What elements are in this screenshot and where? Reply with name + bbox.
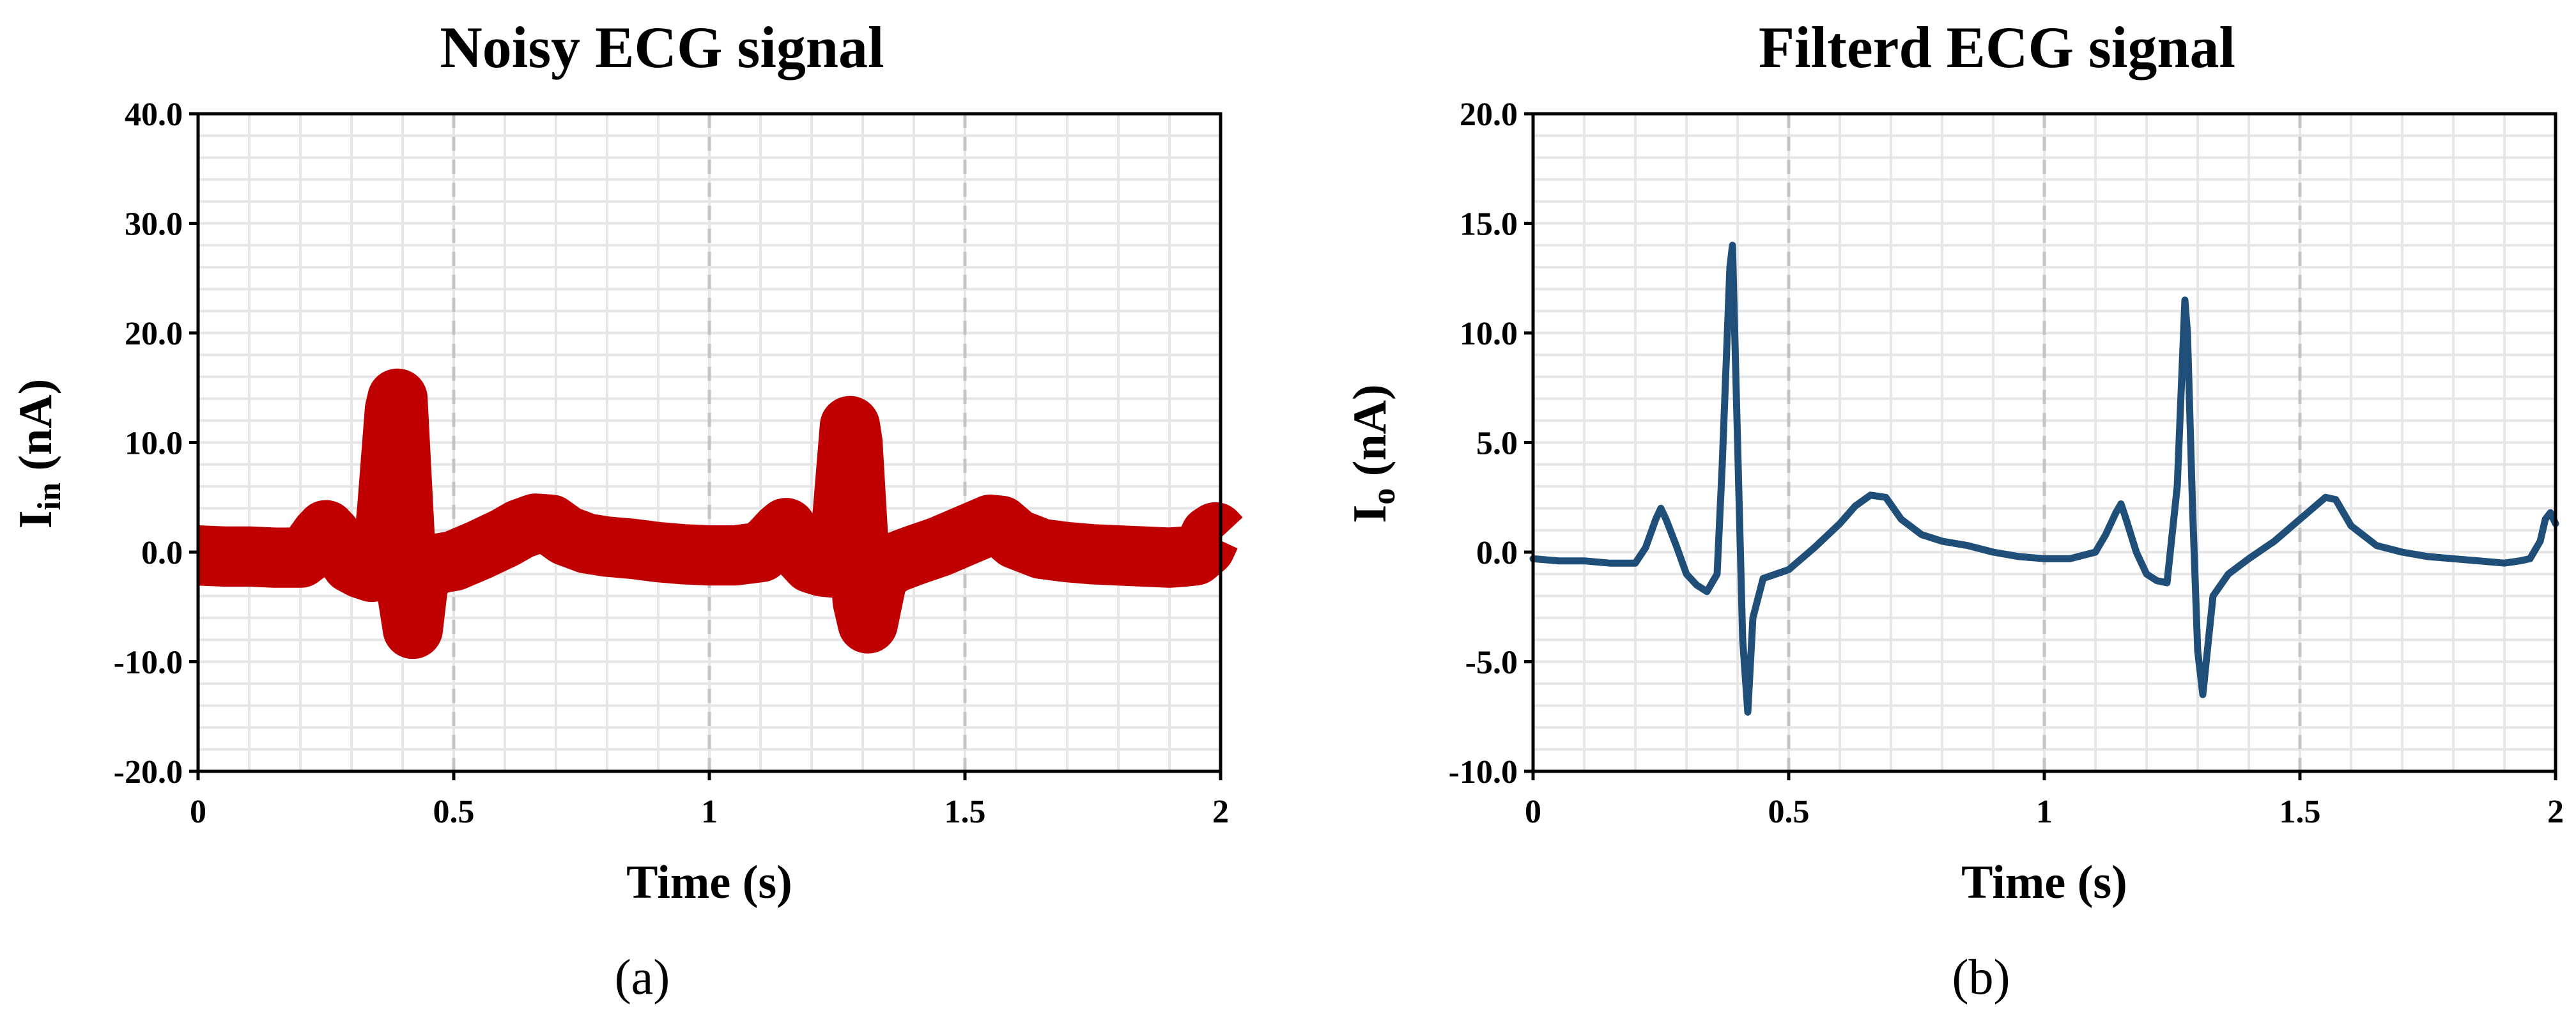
chart-panel-b: Filterd ECG signal -10.0 -5.0 0.0 5.0 10.0 15… [1344,15,2564,1005]
y-tick-label: -5.0 [1465,645,1518,681]
y-tick-label: 10.0 [125,426,183,462]
y-tick-label: -20.0 [114,754,183,790]
y-tick-label: 30.0 [125,206,183,243]
y-tick-label: 40.0 [125,96,183,133]
chart-panel-a: Noisy ECG signal -20.0 -10.0 0.0 10.0 20.0 30… [10,15,1246,1005]
y-tick-label: -10.0 [1449,754,1518,790]
x-tick-label: 1 [701,794,718,830]
y-tick-label: 0.0 [141,535,183,571]
y-axis-label-b: Io (nA) [1344,384,1402,523]
panel-caption-b: (b) [1952,949,2010,1005]
y-tick-label: 15.0 [1460,206,1518,243]
x-axis-label-a: Time (s) [626,856,792,909]
plot-area-b: -10.0 -5.0 0.0 5.0 10.0 15.0 20.0 0 0.5 1 1.5 2 [1449,96,2564,830]
x-axis-label-b: Time (s) [1961,856,2127,909]
noisy-ecg-series-line [197,395,1223,632]
x-tick-label: 2 [1212,794,1229,830]
x-tick-label: 0 [190,794,206,830]
y-axis-label-subscript-a: in [31,482,68,510]
y-tick-label: -10.0 [114,645,183,681]
x-tick-label: 0.5 [1768,794,1810,830]
y-tick-label: 20.0 [1460,96,1518,133]
chart-title-b: Filterd ECG signal [1759,15,2235,80]
panel-caption-a: (a) [615,949,670,1005]
y-axis-label-a: Iin (nA) [10,379,68,529]
y-tick-label: 0.0 [1476,535,1518,571]
x-tick-label: 0.5 [433,794,475,830]
chart-title-a: Noisy ECG signal [440,15,884,80]
y-tick-label: 20.0 [125,316,183,352]
x-tick-label: 2 [2547,794,2564,830]
y-tick-label: 5.0 [1476,426,1518,462]
x-tick-label: 1 [2036,794,2053,830]
plot-area-a: -20.0 -10.0 0.0 10.0 20.0 30.0 40.0 0 0.5 1 1.5 2 [114,96,1246,830]
x-tick-label: 0 [1525,794,1541,830]
x-tick-label: 1.5 [945,794,986,830]
filtered-ecg-series-line [1529,242,2559,716]
x-tick-label: 1.5 [2279,794,2321,830]
y-axis-label-subscript-b: o [1366,488,1402,505]
y-tick-label: 10.0 [1460,316,1518,352]
